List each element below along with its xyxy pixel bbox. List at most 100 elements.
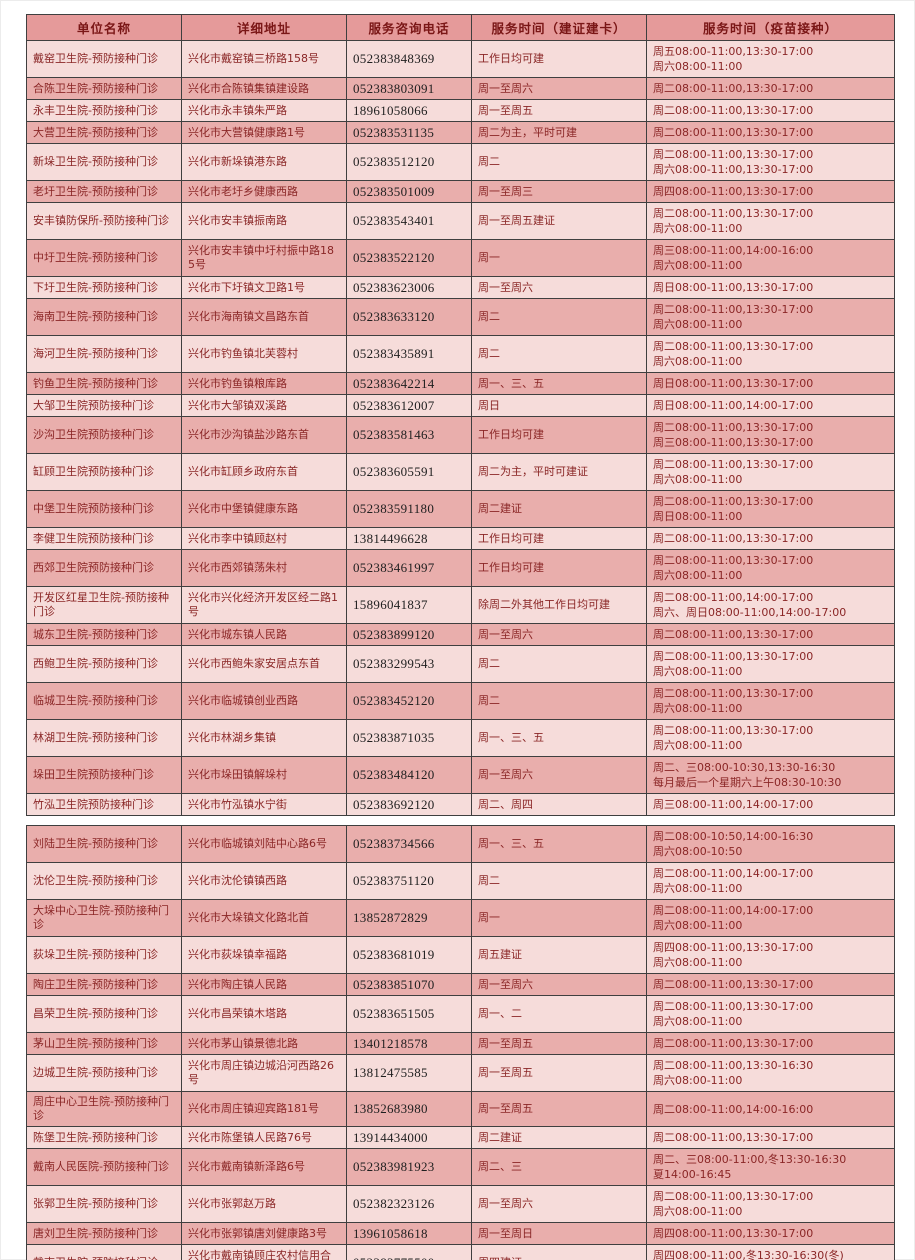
- phone-cell: 13961058618: [346, 1222, 472, 1245]
- table-row: 周庄中心卫生院-预防接种门诊 兴化市周庄镇迎宾路181号 13852683980 周一…: [26, 1091, 895, 1127]
- phone-cell: 052383452120: [346, 682, 472, 720]
- vaccine-service-time-cell: 周二08:00-11:00,13:30-17:00 周六08:00-11:00: [646, 645, 895, 683]
- column-header: 服务时间（建证建卡）: [471, 14, 647, 41]
- unit-name-cell: 边城卫生院-预防接种门诊: [26, 1054, 182, 1092]
- phone-cell: 13914434000: [346, 1126, 472, 1149]
- card-service-time-cell: 周二为主，平时可建: [471, 121, 647, 144]
- address-cell: 兴化市兴化经济开发区经二路1号: [181, 586, 347, 624]
- card-service-time-cell: 周一至周六: [471, 973, 647, 996]
- address-cell: 兴化市中堡镇健康东路: [181, 490, 347, 528]
- card-service-time-cell: 周一、二: [471, 995, 647, 1033]
- vaccine-time-line: 周二08:00-11:00,13:30-17:00: [653, 148, 814, 161]
- card-service-time-cell: 周二: [471, 335, 647, 373]
- card-service-time-cell: 周一至周五建证: [471, 202, 647, 240]
- unit-name-cell: 城东卫生院-预防接种门诊: [26, 623, 182, 646]
- vaccine-service-time-cell: 周二08:00-11:00,13:30-17:00: [646, 527, 895, 550]
- table-row: 陈堡卫生院-预防接种门诊 兴化市陈堡镇人民路76号 13914434000 周二建证周…: [26, 1126, 895, 1149]
- vaccine-service-time-cell: 周二08:00-11:00,14:00-17:00 周六、周日08:00-11:0…: [646, 586, 895, 624]
- address-cell: 兴化市周庄镇边城沿河西路26号: [181, 1054, 347, 1092]
- unit-name-cell: 大垛中心卫生院-预防接种门诊: [26, 899, 182, 937]
- unit-name-cell: 中堡卫生院预防接种门诊: [26, 490, 182, 528]
- vaccine-time-line: 周二08:00-11:00,13:30-16:30: [653, 1059, 814, 1072]
- address-cell: 兴化市钓鱼镇粮库路: [181, 372, 347, 395]
- table-row: 海河卫生院-预防接种门诊 兴化市钓鱼镇北芙蓉村 052383435891 周二 周二08…: [26, 335, 895, 373]
- vaccine-time-line: 周日08:00-11:00: [653, 510, 743, 523]
- unit-name-cell: 中圩卫生院-预防接种门诊: [26, 239, 182, 277]
- vaccine-time-line: 周六08:00-11:00: [653, 355, 743, 368]
- table-row: 沙沟卫生院预防接种门诊 兴化市沙沟镇盐沙路东首 052383581463 工作日均可建…: [26, 416, 895, 454]
- phone-cell: 052383633120: [346, 298, 472, 336]
- vaccine-time-line: 周二08:00-11:00,13:30-17:00: [653, 687, 814, 700]
- vaccine-time-line: 周六08:00-11:00: [653, 259, 743, 272]
- vaccine-time-line: 周二08:00-10:50,14:00-16:30: [653, 830, 814, 843]
- vaccine-service-time-cell: 周日08:00-11:00,13:30-17:00: [646, 372, 895, 395]
- table-row: 临城卫生院-预防接种门诊 兴化市临城镇创业西路 052383452120 周二 周二08…: [26, 682, 895, 720]
- vaccine-service-time-cell: 周二08:00-11:00,13:30-17:00 周六08:00-11:00: [646, 682, 895, 720]
- table-row: 新垛卫生院-预防接种门诊 兴化市新垛镇港东路 052383512120 周二 周二08:…: [26, 143, 895, 181]
- unit-name-cell: 荻垛卫生院-预防接种门诊: [26, 936, 182, 974]
- vaccine-time-line: 周六08:00-11:00: [653, 222, 743, 235]
- vaccine-time-line: 周六08:00-11:00: [653, 60, 743, 73]
- vaccine-time-line: 周二08:00-11:00,13:30-17:00: [653, 628, 814, 641]
- vaccine-service-time-cell: 周二08:00-11:00,13:30-17:00 周六08:00-11:00: [646, 202, 895, 240]
- vaccine-service-time-cell: 周二08:00-10:50,14:00-16:30 周六08:00-10:50: [646, 825, 895, 863]
- unit-name-cell: 刘陆卫生院-预防接种门诊: [26, 825, 182, 863]
- vaccine-time-line: 周二、三08:00-11:00,冬13:30-16:30: [653, 1153, 847, 1166]
- vaccine-time-line: 周二、三08:00-10:30,13:30-16:30: [653, 761, 836, 774]
- address-cell: 兴化市钓鱼镇北芙蓉村: [181, 335, 347, 373]
- phone-cell: 052383642214: [346, 372, 472, 395]
- unit-name-cell: 张郭卫生院-预防接种门诊: [26, 1185, 182, 1223]
- card-service-time-cell: 周二: [471, 682, 647, 720]
- unit-name-cell: 竹泓卫生院预防接种门诊: [26, 793, 182, 816]
- unit-name-cell: 沈伦卫生院-预防接种门诊: [26, 862, 182, 900]
- unit-name-cell: 唐刘卫生院-预防接种门诊: [26, 1222, 182, 1245]
- vaccine-time-line: 周二08:00-11:00,13:30-17:00: [653, 650, 814, 663]
- vaccine-time-line: 周二08:00-11:00,13:30-17:00: [653, 1131, 814, 1144]
- card-service-time-cell: 周二、周四: [471, 793, 647, 816]
- phone-cell: 052383501009: [346, 180, 472, 203]
- vaccine-time-line: 周三08:00-11:00,13:30-17:00: [653, 436, 814, 449]
- address-cell: 兴化市周庄镇迎宾路181号: [181, 1091, 347, 1127]
- unit-name-cell: 临城卫生院-预防接种门诊: [26, 682, 182, 720]
- vaccine-time-line: 周六08:00-11:00: [653, 919, 743, 932]
- phone-cell: 052383623006: [346, 276, 472, 299]
- vaccine-time-line: 周二08:00-11:00,13:30-17:00: [653, 495, 814, 508]
- phone-cell: 052383435891: [346, 335, 472, 373]
- card-service-time-cell: 周一至周日: [471, 1222, 647, 1245]
- card-service-time-cell: 周二建证: [471, 1126, 647, 1149]
- column-header: 服务时间（疫苗接种）: [646, 14, 895, 41]
- table-row: 垛田卫生院预防接种门诊 兴化市垛田镇解垛村 052383484120 周一至周六 周二、…: [26, 756, 895, 794]
- phone-cell: 13401218578: [346, 1032, 472, 1055]
- vaccine-time-line: 周二08:00-11:00,14:00-16:00: [653, 1102, 814, 1116]
- card-service-time-cell: 工作日均可建: [471, 527, 647, 550]
- unit-name-cell: 大邹卫生院预防接种门诊: [26, 394, 182, 417]
- vaccine-time-line: 周二08:00-11:00,13:30-17:00: [653, 1037, 814, 1050]
- vaccine-service-time-cell: 周日08:00-11:00,14:00-17:00: [646, 394, 895, 417]
- table-row: 大营卫生院-预防接种门诊 兴化市大营镇健康路1号 052383531135 周二为主，…: [26, 121, 895, 144]
- vaccine-service-time-cell: 周四08:00-11:00,13:30-17:00: [646, 180, 895, 203]
- vaccine-service-time-cell: 周四08:00-11:00,冬13:30-16:30(冬)夏14:00-16:4…: [646, 1244, 895, 1260]
- table-row: 城东卫生院-预防接种门诊 兴化市城东镇人民路 052383899120 周一至周六 周二…: [26, 623, 895, 646]
- vaccine-service-time-cell: 周二08:00-11:00,13:30-17:00 周三08:00-11:00,1…: [646, 416, 895, 454]
- vaccine-service-time-cell: 周二08:00-11:00,13:30-17:00 周六08:00-11:00: [646, 453, 895, 491]
- unit-name-cell: 安丰镇防保所-预防接种门诊: [26, 202, 182, 240]
- address-cell: 兴化市大垛镇文化路北首: [181, 899, 347, 937]
- vaccine-time-line: 周二08:00-11:00,14:00-17:00: [653, 867, 814, 880]
- table-row: 下圩卫生院-预防接种门诊 兴化市下圩镇文卫路1号 052383623006 周一至周六…: [26, 276, 895, 299]
- card-service-time-cell: 周一至周六: [471, 276, 647, 299]
- unit-name-cell: 垛田卫生院预防接种门诊: [26, 756, 182, 794]
- vaccine-time-line: 周三08:00-11:00,14:00-17:00: [653, 798, 814, 811]
- vaccine-service-time-cell: 周五08:00-11:00,13:30-17:00 周六08:00-11:00: [646, 40, 895, 78]
- address-cell: 兴化市下圩镇文卫路1号: [181, 276, 347, 299]
- table-row: 大邹卫生院预防接种门诊 兴化市大邹镇双溪路 052383612007 周日 周日08:0…: [26, 394, 895, 417]
- card-service-time-cell: 周一至周三: [471, 180, 647, 203]
- vaccine-service-time-cell: 周二08:00-11:00,13:30-17:00 周六08:00-11:00: [646, 335, 895, 373]
- phone-cell: 052383612007: [346, 394, 472, 417]
- address-cell: 兴化市荻垛镇幸福路: [181, 936, 347, 974]
- vaccine-time-line: 周二08:00-11:00,14:00-17:00: [653, 904, 814, 917]
- address-cell: 兴化市缸顾乡政府东首: [181, 453, 347, 491]
- vaccine-time-line: 周四08:00-11:00,13:30-17:00: [653, 941, 814, 954]
- phone-cell: 052383851070: [346, 973, 472, 996]
- vaccine-time-line: 周六08:00-11:00: [653, 665, 743, 678]
- table-row: 边城卫生院-预防接种门诊 兴化市周庄镇边城沿河西路26号 13812475585 周一…: [26, 1054, 895, 1092]
